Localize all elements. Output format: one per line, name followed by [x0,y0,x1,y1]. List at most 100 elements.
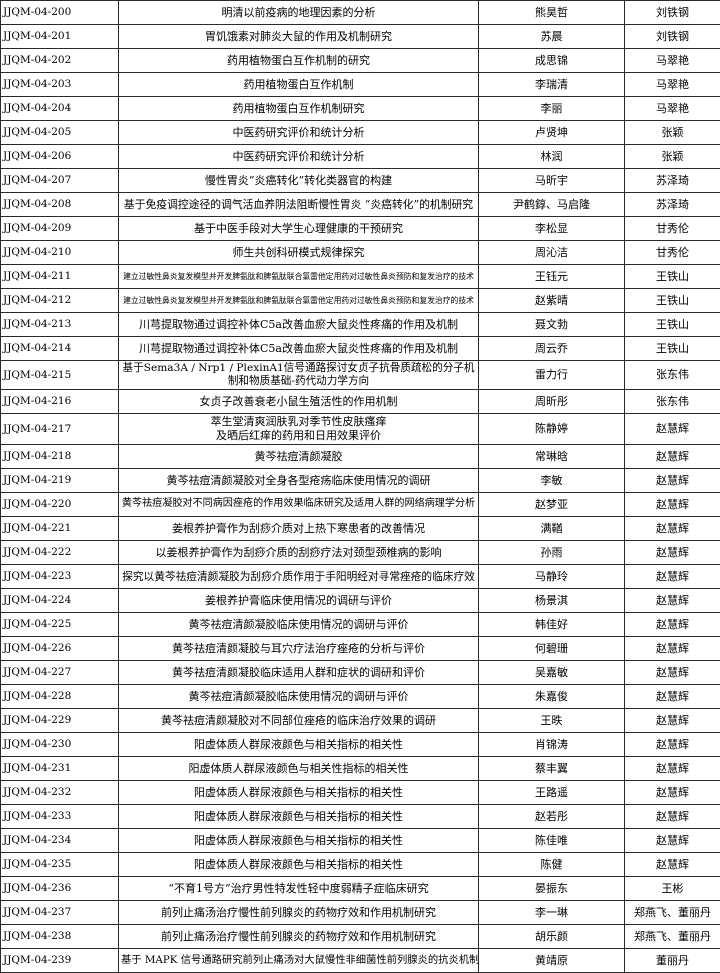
advisor-name-cell: 刘铁钢 [625,25,720,49]
project-id-cell: JJQM-04-214 [1,337,119,361]
project-id-cell: JJQM-04-208 [1,193,119,217]
project-title-cell: 基于免疫调控途径的调气活血养阴法阻断慢性胃炎 “炎癌转化”的机制研究 [119,193,479,217]
project-title-cell: 阳虚体质人群尿液颜色与相关指标的相关性 [119,780,479,804]
table-row: JJQM-04-200 明清以前疫病的地理因素的分析 熊昊哲 刘铁钢 [1,1,720,25]
table-row: JJQM-04-233 阳虚体质人群尿液颜色与相关指标的相关性 赵若彤 赵慧辉 [1,804,720,828]
project-id-cell: JJQM-04-203 [1,73,119,97]
project-title-cell: 黄芩祛痘清颜凝胶临床使用情况的调研与评价 [119,612,479,636]
table-row: JJQM-04-224 姜根养护膏临床使用情况的调研与评价 杨景淇 赵慧辉 [1,588,720,612]
table-row: JJQM-04-234 阳虚体质人群尿液颜色与相关指标的相关性 陈佳唯 赵慧辉 [1,828,720,852]
project-id-cell: JJQM-04-217 [1,414,119,445]
advisor-name-cell: 赵慧辉 [625,540,720,564]
table-row: JJQM-04-208 基于免疫调控途径的调气活血养阴法阻断慢性胃炎 “炎癌转化… [1,193,720,217]
table-row: JJQM-04-209 基于中医手段对大学生心理健康的干预研究 李松显 甘秀伦 [1,217,720,241]
project-id-cell: JJQM-04-218 [1,444,119,468]
project-id-cell: JJQM-04-223 [1,564,119,588]
project-title-cell: 姜根养护膏作为刮痧介质对上热下寒患者的改善情况 [119,516,479,540]
project-id-cell: JJQM-04-226 [1,636,119,660]
table-row: JJQM-04-223 探究以黄芩祛痘清颜凝胶为刮痧介质作用于手阳明经对寻常痤疮… [1,564,720,588]
project-title-cell: 姜根养护膏临床使用情况的调研与评价 [119,588,479,612]
advisor-name-cell: 赵慧辉 [625,708,720,732]
table-row: JJQM-04-228 黄芩祛痘清颜凝胶临床使用情况的调研与评价 朱嘉俊 赵慧辉 [1,684,720,708]
student-name-cell: 李敏 [479,468,625,492]
student-name-cell: 蔡丰翼 [479,756,625,780]
student-name-cell: 陈静婷 [479,414,625,445]
table-row: JJQM-04-204 药用植物蛋白互作机制研究 李丽 马翠艳 [1,97,720,121]
project-title-cell: 明清以前疫病的地理因素的分析 [119,1,479,25]
project-title-cell: 黄芩祛痘清颜凝胶对全身各型疮疡临床使用情况的调研 [119,468,479,492]
advisor-name-cell: 赵慧辉 [625,756,720,780]
project-id-cell: JJQM-04-211 [1,265,119,289]
project-title-cell: 黄芩祛痘清颜凝胶与耳穴疗法治疗痤疮的分析与评价 [119,636,479,660]
project-title-cell: 药用植物蛋白互作机制研究 [119,97,479,121]
table-row: JJQM-04-217 萃生堂清爽润肤乳对季节性皮肤瘙痒 及晒后红痒的药用和日用… [1,414,720,445]
project-id-cell: JJQM-04-206 [1,145,119,169]
project-id-cell: JJQM-04-229 [1,708,119,732]
table-row: JJQM-04-231 阳虚体质人群尿液颜色与相关性指标的相关性 蔡丰翼 赵慧辉 [1,756,720,780]
student-name-cell: 李瑞清 [479,73,625,97]
advisor-name-cell: 赵慧辉 [625,588,720,612]
project-title-cell: 中医药研究评价和统计分析 [119,145,479,169]
table-row: JJQM-04-229 黄芩祛痘清颜凝胶对不同部位痤疮的临床治疗效果的调研 王昳… [1,708,720,732]
advisor-name-cell: 苏泽琦 [625,193,720,217]
student-name-cell: 杨景淇 [479,588,625,612]
project-id-cell: JJQM-04-215 [1,361,119,390]
project-id-cell: JJQM-04-221 [1,516,119,540]
project-title-cell: 川芎提取物通过调控补体C5a改善血瘀大鼠炎性疼痛的作用及机制 [119,337,479,361]
advisor-name-cell: 赵慧辉 [625,516,720,540]
student-name-cell: 何碧珊 [479,636,625,660]
project-id-cell: JJQM-04-231 [1,756,119,780]
project-title-cell: 阳虚体质人群尿液颜色与相关性指标的相关性 [119,756,479,780]
student-name-cell: 赵若彤 [479,804,625,828]
table-row: JJQM-04-236 “不育1号方”治疗男性特发性轻中度弱精子症临床研究 晏振… [1,876,720,900]
advisor-name-cell: 马翠艳 [625,73,720,97]
project-title-cell: 胃饥饿素对肺炎大鼠的作用及机制研究 [119,25,479,49]
table-row: JJQM-04-207 慢性胃炎“炎癌转化”转化类器官的构建 马昕宇 苏泽琦 [1,169,720,193]
student-name-cell: 孙雨 [479,540,625,564]
advisor-name-cell: 王铁山 [625,337,720,361]
advisor-name-cell: 王彬 [625,876,720,900]
project-id-cell: JJQM-04-219 [1,468,119,492]
advisor-name-cell: 郑燕飞、董丽丹 [625,900,720,924]
student-name-cell: 吴嘉敏 [479,660,625,684]
advisor-name-cell: 张东伟 [625,361,720,390]
advisor-name-cell: 刘铁钢 [625,1,720,25]
student-name-cell: 李一琳 [479,900,625,924]
table-row: JJQM-04-201 胃饥饿素对肺炎大鼠的作用及机制研究 苏晨 刘铁钢 [1,25,720,49]
project-id-cell: JJQM-04-230 [1,732,119,756]
table-row: JJQM-04-221 姜根养护膏作为刮痧介质对上热下寒患者的改善情况 满鞧 赵… [1,516,720,540]
advisor-name-cell: 甘秀伦 [625,217,720,241]
project-id-cell: JJQM-04-233 [1,804,119,828]
table-row: JJQM-04-232 阳虚体质人群尿液颜色与相关指标的相关性 王路遥 赵慧辉 [1,780,720,804]
table-row: JJQM-04-216 女贞子改善衰老小鼠生殖活性的作用机制 周昕彤 张东伟 [1,390,720,414]
student-name-cell: 韩佳好 [479,612,625,636]
student-name-cell: 周云乔 [479,337,625,361]
project-title-cell: 中医药研究评价和统计分析 [119,121,479,145]
table-row: JJQM-04-210 师生共创科研模式规律探究 周沁洁 甘秀伦 [1,241,720,265]
table-row: JJQM-04-218 黄芩祛痘清颜凝胶 常琳晗 赵慧辉 [1,444,720,468]
table-row: JJQM-04-219 黄芩祛痘清颜凝胶对全身各型疮疡临床使用情况的调研 李敏 … [1,468,720,492]
project-title-cell: 阳虚体质人群尿液颜色与相关指标的相关性 [119,828,479,852]
project-title-cell: 黄芩祛痘清颜凝胶 [119,444,479,468]
project-id-cell: JJQM-04-238 [1,924,119,948]
project-id-cell: JJQM-04-205 [1,121,119,145]
table-row: JJQM-04-205 中医药研究评价和统计分析 卢贤坤 张颖 [1,121,720,145]
advisor-name-cell: 赵慧辉 [625,492,720,516]
student-name-cell: 满鞧 [479,516,625,540]
advisor-name-cell: 马翠艳 [625,49,720,73]
advisor-name-cell: 王铁山 [625,313,720,337]
project-id-cell: JJQM-04-204 [1,97,119,121]
student-name-cell: 马静玲 [479,564,625,588]
project-id-cell: JJQM-04-234 [1,828,119,852]
project-id-cell: JJQM-04-207 [1,169,119,193]
project-title-cell: 黄芩祛痘凝胶对不同病因痤疮的作用效果临床研究及适用人群的网络病理学分析 [119,492,479,516]
project-title-cell: 基于 MAPK 信号通路研究前列止痛汤对大鼠慢性非细菌性前列腺炎的抗炎机制 [119,948,479,972]
advisor-name-cell: 张颖 [625,121,720,145]
advisor-name-cell: 郑燕飞、董丽丹 [625,924,720,948]
project-title-cell: 建立过敏性鼻炎复发模型并开发脾氨肽和脾氨肽联合氯雷他定用药对过敏性鼻炎预防和复发… [119,289,479,313]
advisor-name-cell: 赵慧辉 [625,660,720,684]
project-title-cell: 阳虚体质人群尿液颜色与相关指标的相关性 [119,852,479,876]
advisor-name-cell: 马翠艳 [625,97,720,121]
student-name-cell: 肖锦涛 [479,732,625,756]
